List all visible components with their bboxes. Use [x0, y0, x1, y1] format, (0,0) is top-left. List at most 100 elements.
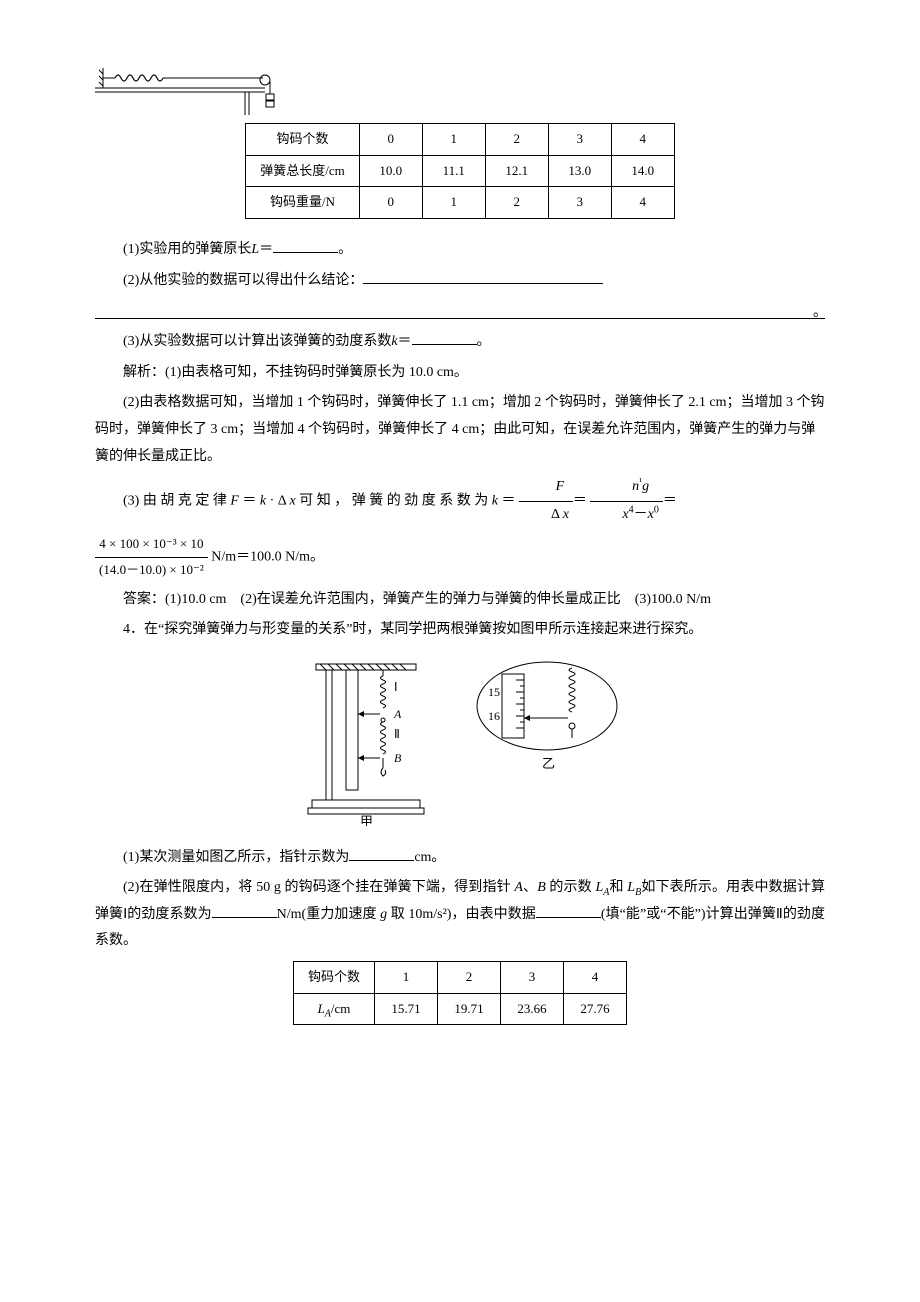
var: A	[514, 880, 523, 895]
var: g	[642, 479, 649, 494]
table-row: LA/cm 15.71 19.71 23.66 27.76	[293, 993, 626, 1025]
text: 可 知 ， 弹 簧 的 劲 度 系 数 为	[296, 494, 492, 509]
cell: 钩码个数	[293, 961, 374, 993]
svg-text:Ⅰ: Ⅰ	[394, 680, 398, 694]
cell: 0	[359, 187, 422, 219]
question-2: (2)从他实验的数据可以得出什么结论：	[95, 268, 825, 295]
cell: 3	[501, 961, 564, 993]
cell: 2	[485, 124, 548, 156]
fraction: n¹gx4－x0	[590, 474, 662, 528]
blank-line	[95, 300, 825, 319]
cell: 11.1	[422, 155, 485, 187]
solution-1: 解析：(1)由表格可知，不挂钩码时弹簧原长为 10.0 cm。	[95, 360, 825, 387]
cell: 钩码个数	[246, 124, 360, 156]
cell: 27.76	[564, 993, 627, 1025]
text: N/m(重力加速度	[277, 907, 380, 922]
svg-text:Ⅱ: Ⅱ	[394, 727, 400, 741]
var: L	[318, 1001, 325, 1016]
text: (1)某次测量如图乙所示，指针示数为	[123, 850, 349, 865]
text: 、	[523, 880, 537, 895]
cell: 2	[485, 187, 548, 219]
question-4-2: (2)在弹性限度内，将 50 g 的钩码逐个挂在弹簧下端，得到指针 A、B 的示…	[95, 875, 825, 955]
svg-text:16: 16	[488, 709, 500, 723]
text: ＝	[239, 494, 260, 509]
cell: 3	[548, 187, 611, 219]
text: (3)从实验数据可以计算出该弹簧的劲度系数	[123, 334, 391, 349]
svg-text:乙: 乙	[542, 756, 555, 771]
cell: 23.66	[501, 993, 564, 1025]
cell: 4	[611, 187, 674, 219]
figure-2: Ⅰ A Ⅱ B 甲	[95, 656, 825, 837]
text: (2)在弹性限度内，将 50 g 的钩码逐个挂在弹簧下端，得到指针	[123, 880, 514, 895]
var: x	[563, 507, 569, 522]
fraction: 4 × 100 × 10⁻³ × 10(14.0－10.0) × 10⁻²	[95, 532, 208, 582]
cell: LA/cm	[293, 993, 374, 1025]
cell: 19.71	[438, 993, 501, 1025]
cell: 1	[375, 961, 438, 993]
var: B	[537, 880, 546, 895]
solution-3b: 4 × 100 × 10⁻³ × 10(14.0－10.0) × 10⁻² N/…	[95, 532, 825, 582]
cell: 12.1	[485, 155, 548, 187]
cell: 10.0	[359, 155, 422, 187]
text: (1)实验用的弹簧原长	[123, 242, 251, 257]
question-1: (1)实验用的弹簧原长L＝。	[95, 237, 825, 264]
svg-text:15: 15	[488, 685, 500, 699]
blank	[363, 269, 603, 284]
table-row: 钩码个数 1 2 3 4	[293, 961, 626, 993]
text: · Δ	[266, 494, 289, 509]
denominator: (14.0－10.0) × 10⁻²	[95, 558, 208, 583]
svg-text:甲: 甲	[360, 814, 373, 826]
text: Δ	[551, 507, 563, 522]
cell: 13.0	[548, 155, 611, 187]
text: (2)从他实验的数据可以得出什么结论：	[123, 273, 363, 288]
svg-text:A: A	[393, 707, 402, 721]
cell: 1	[422, 124, 485, 156]
cell: 3	[548, 124, 611, 156]
blank	[536, 903, 601, 918]
text: 的示数	[546, 880, 596, 895]
blank	[412, 330, 477, 345]
cell: 钩码重量/N	[246, 187, 360, 219]
text: 和	[609, 880, 627, 895]
question-4-intro: 4．在“探究弹簧弹力与形变量的关系”时，某同学把两根弹簧按如图甲所示连接起来进行…	[95, 617, 825, 644]
cell: 0	[359, 124, 422, 156]
blank	[212, 903, 277, 918]
text: N/m＝100.0 N/m。	[208, 550, 324, 565]
blank	[273, 238, 338, 253]
cell: 15.71	[375, 993, 438, 1025]
text: 。	[338, 242, 352, 257]
data-table-2: 钩码个数 1 2 3 4 LA/cm 15.71 19.71 23.66 27.…	[293, 961, 627, 1025]
text: 取 10m/s²)，由表中数据	[387, 907, 536, 922]
cell: 弹簧总长度/cm	[246, 155, 360, 187]
solution-3: (3) 由 胡 克 定 律 F ＝ k · Δ x 可 知 ， 弹 簧 的 劲 …	[95, 474, 825, 528]
apparatus-diagram	[95, 60, 295, 115]
table-row: 弹簧总长度/cm 10.0 11.1 12.1 13.0 14.0	[246, 155, 675, 187]
fraction: FΔ x	[519, 474, 573, 528]
var: F	[230, 494, 239, 509]
text: /cm	[331, 1001, 351, 1016]
cell: 4	[611, 124, 674, 156]
text: ＝	[259, 242, 273, 257]
question-4-1: (1)某次测量如图乙所示，指针示数为cm。	[95, 845, 825, 872]
answer: 答案：(1)10.0 cm (2)在误差允许范围内，弹簧产生的弹力与弹簧的伸长量…	[95, 587, 825, 614]
text: －	[634, 507, 648, 522]
blank	[349, 846, 414, 861]
table-row: 钩码重量/N 0 1 2 3 4	[246, 187, 675, 219]
var: F	[556, 479, 565, 494]
solution-2: (2)由表格数据可知，当增加 1 个钩码时，弹簧伸长了 1.1 cm；增加 2 …	[95, 390, 825, 470]
table-row: 钩码个数 0 1 2 3 4	[246, 124, 675, 156]
text: (3) 由 胡 克 定 律	[123, 494, 230, 509]
cell: 14.0	[611, 155, 674, 187]
cell: 1	[422, 187, 485, 219]
numerator: 4 × 100 × 10⁻³ × 10	[95, 532, 208, 558]
var: L	[627, 880, 635, 895]
text: 。	[477, 334, 491, 349]
data-table-1: 钩码个数 0 1 2 3 4 弹簧总长度/cm 10.0 11.1 12.1 1…	[245, 123, 675, 219]
text: 。	[813, 300, 827, 327]
cell: 2	[438, 961, 501, 993]
text: ＝	[498, 494, 516, 509]
text: ＝	[398, 334, 412, 349]
cell: 4	[564, 961, 627, 993]
question-3: (3)从实验数据可以计算出该弹簧的劲度系数k＝。	[95, 329, 825, 356]
svg-text:B: B	[394, 751, 402, 765]
